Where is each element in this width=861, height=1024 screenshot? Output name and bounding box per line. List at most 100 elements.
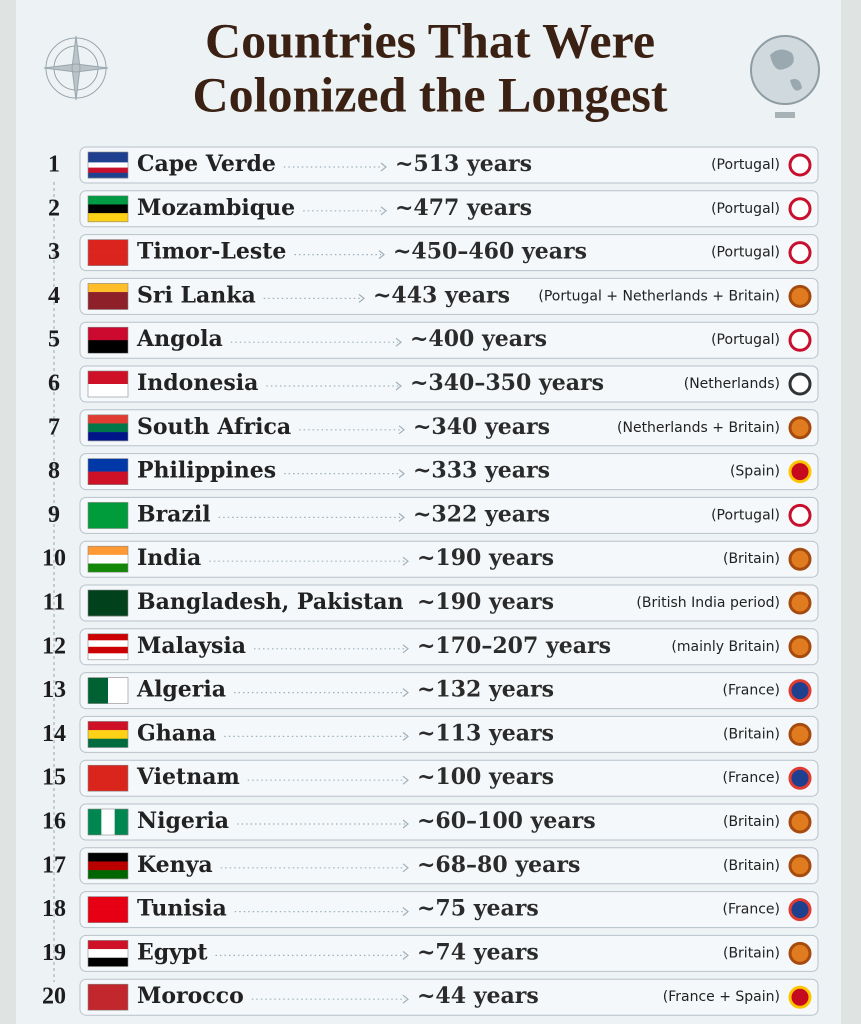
flag-stripe: [88, 852, 128, 862]
flag: [87, 808, 129, 836]
country-name: South Africa: [137, 414, 291, 440]
rank: 3: [48, 239, 60, 265]
flag-stripe: [88, 371, 128, 385]
rank: 17: [42, 852, 66, 878]
colonizer-emblem: [788, 416, 812, 440]
rank: 13: [42, 677, 66, 703]
colonizer: (British India period): [636, 595, 780, 611]
colonizer-emblem: [788, 328, 812, 352]
flag: [87, 983, 129, 1011]
flag-stripe: [88, 957, 128, 967]
flag-stripe: [88, 423, 128, 433]
country-name: Indonesia: [137, 370, 258, 396]
leader-arrow: [402, 644, 409, 654]
flag-border: [87, 589, 129, 617]
flag-stripe: [88, 384, 128, 398]
colonizer-emblem: [788, 810, 812, 834]
flag-border: [87, 545, 129, 573]
rank: 11: [43, 590, 66, 616]
colonizer-emblem: [788, 591, 812, 615]
colonizer-emblem: [788, 766, 812, 790]
flag-stripe: [88, 861, 128, 871]
rank: 1: [48, 152, 60, 178]
flag: [87, 721, 129, 748]
duration: ~322 years: [413, 501, 550, 527]
flag-stripe: [108, 677, 129, 704]
country-name: Ghana: [137, 720, 216, 746]
row-box: [79, 277, 819, 315]
flag-border: [87, 502, 129, 529]
duration: ~44 years: [417, 983, 539, 1009]
flag-border: [87, 370, 129, 398]
flag-border: [87, 764, 129, 792]
colonizer: (France): [723, 770, 780, 786]
flag: [87, 589, 129, 617]
flag-stripe: [88, 167, 128, 174]
flag-stripe: [88, 432, 128, 442]
colonizer-emblem: [788, 985, 812, 1009]
flag-stripe: [88, 546, 128, 556]
flag-stripe: [88, 677, 109, 704]
flag-border: [87, 677, 129, 704]
flag-border: [87, 983, 129, 1011]
flag-stripe: [88, 765, 128, 779]
rank: 9: [48, 502, 60, 528]
flag-stripe: [88, 909, 128, 923]
flag: [87, 677, 129, 704]
flag-border: [87, 326, 129, 354]
flag-stripe: [88, 458, 128, 472]
flag-stripe: [88, 730, 128, 740]
colonizer: (Portugal + Netherlands + Britain): [538, 288, 780, 304]
flag: [87, 458, 129, 485]
flag-stripe: [88, 721, 128, 731]
flag-stripe: [88, 340, 128, 354]
row-box: [79, 803, 819, 841]
duration: ~340–350 years: [410, 370, 604, 396]
row-box: [79, 409, 819, 447]
colonizer: (Netherlands + Britain): [617, 420, 780, 436]
flag-stripe: [88, 157, 128, 163]
flag-stripe: [114, 809, 129, 835]
leader-arrow: [395, 337, 402, 347]
flag-stripe: [101, 809, 115, 835]
flag-stripe: [88, 292, 128, 302]
flag-stripe: [88, 515, 128, 529]
rank: 2: [48, 195, 60, 221]
row-box: [79, 234, 819, 272]
flag-stripe: [88, 327, 128, 341]
flag: [87, 633, 129, 661]
leader-arrow: [402, 556, 409, 566]
leader-arrow: [402, 819, 409, 829]
colonizer: (Britain): [723, 726, 780, 742]
leader-arrow: [402, 731, 409, 741]
colonizer-emblem: [788, 460, 812, 484]
flag: [87, 764, 129, 792]
duration: ~450–460 years: [393, 239, 587, 265]
leader-arrow: [402, 863, 409, 873]
duration: ~74 years: [417, 939, 539, 965]
country-name: India: [137, 545, 201, 571]
flag-stripe: [88, 252, 128, 266]
row-box: [79, 628, 819, 666]
rank: 4: [48, 283, 60, 309]
colonizer-emblem: [788, 547, 812, 571]
row-box: [79, 847, 819, 885]
row-box: [79, 584, 819, 622]
flag: [87, 896, 129, 923]
flag: [87, 852, 129, 880]
row-box: [79, 496, 819, 534]
colonizer-emblem: [788, 284, 812, 308]
flag: [87, 545, 129, 573]
flag-stripe: [88, 738, 128, 748]
flag-stripe: [88, 162, 128, 168]
duration: ~190 years: [417, 545, 554, 571]
flag-stripe: [88, 300, 128, 310]
flag-stripe: [88, 204, 128, 214]
colonizer-emblem: [788, 941, 812, 965]
colonizer: (Portugal): [711, 332, 780, 348]
flag-stripe: [88, 603, 128, 617]
colonizer-emblem: [788, 503, 812, 527]
duration: ~113 years: [417, 720, 554, 746]
row-box: [79, 146, 819, 184]
duration: ~513 years: [395, 151, 532, 177]
